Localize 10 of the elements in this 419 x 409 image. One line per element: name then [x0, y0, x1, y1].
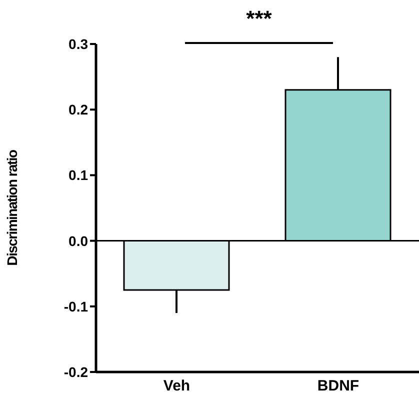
x-tick-label: BDNF	[317, 378, 360, 395]
y-axis-title: Discrimination ratio	[4, 150, 20, 266]
y-tick-label: 0.3	[68, 36, 88, 52]
y-tick-label: 0.0	[68, 232, 88, 249]
y-tick-label: 0.2	[68, 102, 88, 118]
text: ***	[245, 6, 273, 32]
y-tick-label: -0.2	[64, 364, 88, 380]
y-tick-label: 0.1	[68, 167, 88, 184]
x-tick-label: Veh	[163, 378, 190, 395]
y-tick-label: -0.1	[64, 298, 88, 314]
